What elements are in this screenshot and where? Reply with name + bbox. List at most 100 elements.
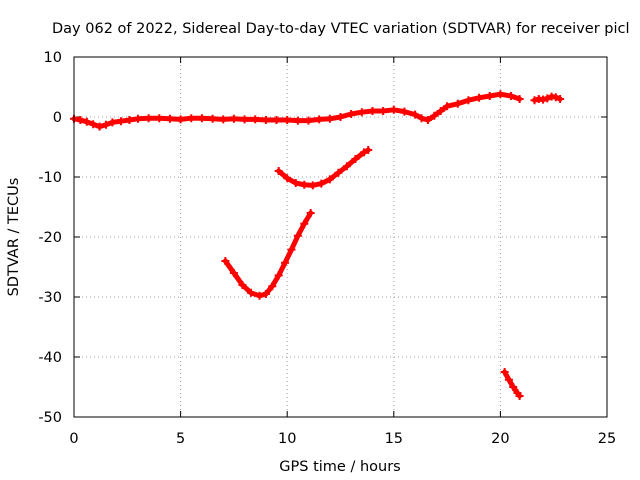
data-point xyxy=(423,116,432,124)
data-point xyxy=(229,114,238,123)
data-point xyxy=(485,92,494,100)
data-point xyxy=(283,116,292,124)
x-tick-label: 0 xyxy=(69,431,78,447)
data-point xyxy=(238,281,247,289)
data-point xyxy=(76,116,85,124)
data-point xyxy=(556,95,565,103)
data-point xyxy=(95,122,104,131)
data-point xyxy=(300,219,309,228)
data-point xyxy=(368,107,377,115)
data-point xyxy=(539,95,548,104)
y-tick-label: -40 xyxy=(38,350,62,366)
data-point xyxy=(89,120,98,129)
data-point xyxy=(300,180,309,189)
data-point xyxy=(116,117,125,126)
data-point xyxy=(293,116,302,125)
series-line-lower-arc xyxy=(222,210,314,299)
data-point xyxy=(281,258,290,267)
data-point xyxy=(229,269,238,277)
plot-marks xyxy=(70,90,565,400)
data-point xyxy=(272,116,281,124)
data-point xyxy=(430,111,439,120)
data-point xyxy=(500,368,509,376)
data-point xyxy=(283,174,292,183)
data-point xyxy=(475,93,484,102)
data-point xyxy=(342,162,351,171)
data-point xyxy=(155,114,164,123)
y-tick-label: 10 xyxy=(44,50,62,66)
data-point xyxy=(400,107,409,116)
data-point xyxy=(144,114,153,123)
y-tick-label: -30 xyxy=(38,290,62,306)
data-point xyxy=(436,107,445,115)
data-point xyxy=(315,115,324,124)
x-tick-label: 10 xyxy=(278,431,296,447)
y-tick-label: -10 xyxy=(38,170,62,186)
data-point xyxy=(240,115,249,124)
data-point xyxy=(504,375,513,384)
data-point xyxy=(496,90,505,99)
data-point xyxy=(379,107,388,115)
data-point xyxy=(133,114,142,123)
data-point xyxy=(306,209,315,217)
series-line-main-trace xyxy=(71,91,523,130)
data-point xyxy=(308,181,317,190)
data-point xyxy=(515,392,524,400)
data-point xyxy=(317,179,326,188)
grid xyxy=(74,57,607,417)
data-point xyxy=(176,115,185,124)
y-axis-label: SDTVAR / TECUs xyxy=(6,178,22,297)
data-point xyxy=(287,245,296,254)
chart-title: Day 062 of 2022, Sidereal Day-to-day VTE… xyxy=(52,21,630,37)
data-point xyxy=(82,117,91,126)
data-point xyxy=(274,271,283,280)
y-tick-label: 0 xyxy=(53,110,62,126)
data-point xyxy=(255,291,264,300)
x-axis-label: GPS time / hours xyxy=(279,459,400,475)
data-point xyxy=(221,257,230,265)
data-point xyxy=(453,99,462,108)
data-point xyxy=(274,167,283,175)
data-point xyxy=(125,116,134,124)
x-tick-label: 5 xyxy=(176,431,185,447)
data-point xyxy=(246,288,255,297)
data-point xyxy=(334,168,343,177)
data-point xyxy=(251,115,260,124)
data-point xyxy=(543,94,552,103)
x-tick-label: 15 xyxy=(385,431,403,447)
data-point xyxy=(364,146,373,154)
data-point xyxy=(336,113,345,121)
data-point xyxy=(325,114,334,123)
tick-labels: 0 5 10 15 20 25 -50 -40 -30 -20 -10 0 10 xyxy=(38,50,616,447)
data-point xyxy=(208,114,217,123)
data-point xyxy=(261,116,270,124)
data-point xyxy=(325,175,334,184)
axis-ticks xyxy=(73,56,608,418)
data-point xyxy=(389,105,398,114)
data-point xyxy=(507,92,516,100)
x-tick-label: 25 xyxy=(598,431,616,447)
data-point xyxy=(304,116,313,125)
data-point xyxy=(101,120,110,129)
data-point xyxy=(464,96,473,105)
x-tick-label: 20 xyxy=(491,431,509,447)
data-point xyxy=(515,95,524,103)
y-tick-label: -20 xyxy=(38,230,62,246)
data-point xyxy=(351,155,360,163)
data-point xyxy=(291,179,300,187)
data-point xyxy=(165,114,174,123)
data-point xyxy=(187,114,196,123)
data-point xyxy=(197,114,206,123)
data-point xyxy=(108,118,117,127)
data-point xyxy=(219,115,228,124)
data-point xyxy=(293,231,302,240)
y-tick-label: -50 xyxy=(38,410,62,426)
data-point xyxy=(530,96,539,105)
data-point xyxy=(509,383,518,391)
data-point xyxy=(359,148,368,157)
data-point xyxy=(261,290,270,298)
data-point xyxy=(443,102,452,111)
data-point xyxy=(357,108,366,117)
data-point xyxy=(411,110,420,119)
